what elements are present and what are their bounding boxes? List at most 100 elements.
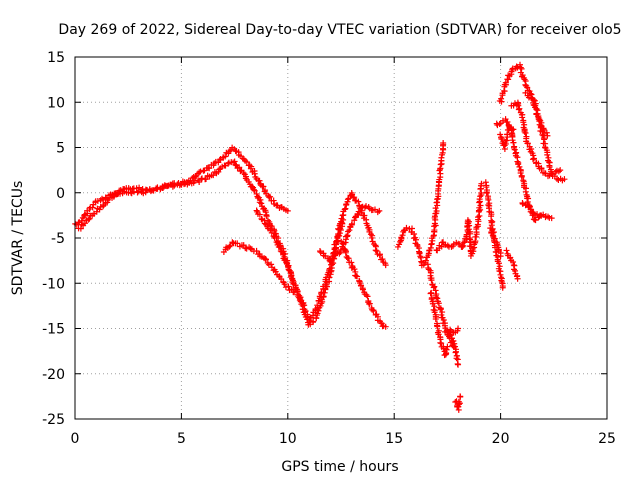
data-point (86, 215, 93, 222)
data-point (544, 151, 551, 158)
data-point (355, 198, 362, 205)
data-point (268, 229, 275, 236)
data-point (263, 256, 269, 263)
data-point (351, 194, 358, 201)
data-point (477, 202, 484, 209)
data-point (253, 190, 260, 197)
data-point (299, 306, 306, 313)
data-point (455, 325, 462, 332)
data-point (340, 216, 347, 223)
data-point (422, 257, 429, 264)
data-point (339, 220, 346, 227)
data-point (263, 213, 270, 220)
data-point (524, 195, 531, 202)
x-tick-label: 0 (71, 431, 80, 447)
data-point (80, 212, 87, 219)
data-point (460, 242, 467, 249)
data-point (77, 225, 84, 232)
data-point (197, 168, 204, 175)
data-point (545, 213, 552, 220)
data-point (438, 154, 445, 161)
data-point (427, 290, 434, 297)
data-point (530, 155, 537, 162)
data-point (549, 171, 556, 178)
data-point (237, 168, 244, 175)
data-point (256, 211, 263, 218)
data-point (251, 187, 258, 194)
data-point (496, 121, 503, 128)
data-point (247, 165, 254, 172)
data-point (85, 216, 92, 223)
y-tick-label: -5 (51, 231, 65, 247)
data-point (510, 258, 517, 265)
data-point (310, 318, 317, 325)
data-point (452, 348, 459, 355)
data-point (382, 323, 389, 330)
data-point (154, 184, 161, 191)
data-point (504, 118, 511, 125)
data-point (341, 206, 348, 213)
data-point (227, 242, 234, 249)
data-point (477, 193, 484, 200)
data-point (216, 156, 223, 163)
data-point (466, 243, 473, 250)
data-point (359, 286, 366, 293)
data-point (531, 216, 538, 223)
data-point (437, 161, 444, 168)
data-point (271, 234, 278, 241)
data-point (444, 343, 451, 350)
data-point (543, 129, 550, 136)
data-point (317, 249, 324, 256)
data-point (399, 232, 406, 239)
data-point (96, 206, 103, 213)
data-point (351, 266, 358, 273)
data-point (327, 268, 334, 275)
data-point (135, 188, 142, 195)
data-point (267, 193, 274, 200)
data-point (225, 160, 232, 167)
data-point (513, 63, 520, 70)
chart-title: Day 269 of 2022, Sidereal Day-to-day VTE… (58, 22, 621, 38)
data-point (504, 131, 511, 138)
data-point (351, 217, 358, 224)
data-point (370, 308, 377, 315)
data-point (253, 207, 260, 214)
data-point (104, 199, 111, 206)
data-point (216, 166, 223, 173)
data-point (503, 247, 510, 254)
data-point (510, 139, 517, 146)
x-tick-label: 15 (385, 431, 403, 447)
data-point (246, 162, 253, 169)
data-point (236, 164, 243, 171)
data-point (261, 220, 268, 227)
data-point (455, 398, 462, 405)
data-point (498, 95, 505, 102)
data-point (557, 167, 564, 174)
data-point (434, 323, 441, 330)
data-point (210, 172, 217, 179)
data-point (437, 306, 444, 313)
data-point (497, 253, 504, 260)
data-point (444, 242, 451, 249)
data-point (206, 165, 213, 172)
data-point (487, 225, 494, 232)
data-point (516, 61, 523, 68)
data-point (538, 165, 545, 172)
data-point (290, 280, 297, 287)
data-point (165, 182, 172, 189)
data-point (403, 224, 410, 231)
data-point (326, 274, 333, 281)
data-point (226, 243, 233, 250)
data-point (292, 285, 299, 292)
data-point (277, 243, 284, 250)
data-point (202, 176, 209, 183)
data-point (432, 287, 439, 294)
data-point (519, 114, 526, 121)
data-point (428, 277, 435, 284)
data-point (555, 168, 562, 175)
data-point (198, 175, 205, 182)
y-tick-label: -10 (42, 276, 65, 292)
data-point (541, 136, 548, 143)
data-point (511, 146, 518, 153)
data-point (503, 137, 510, 144)
